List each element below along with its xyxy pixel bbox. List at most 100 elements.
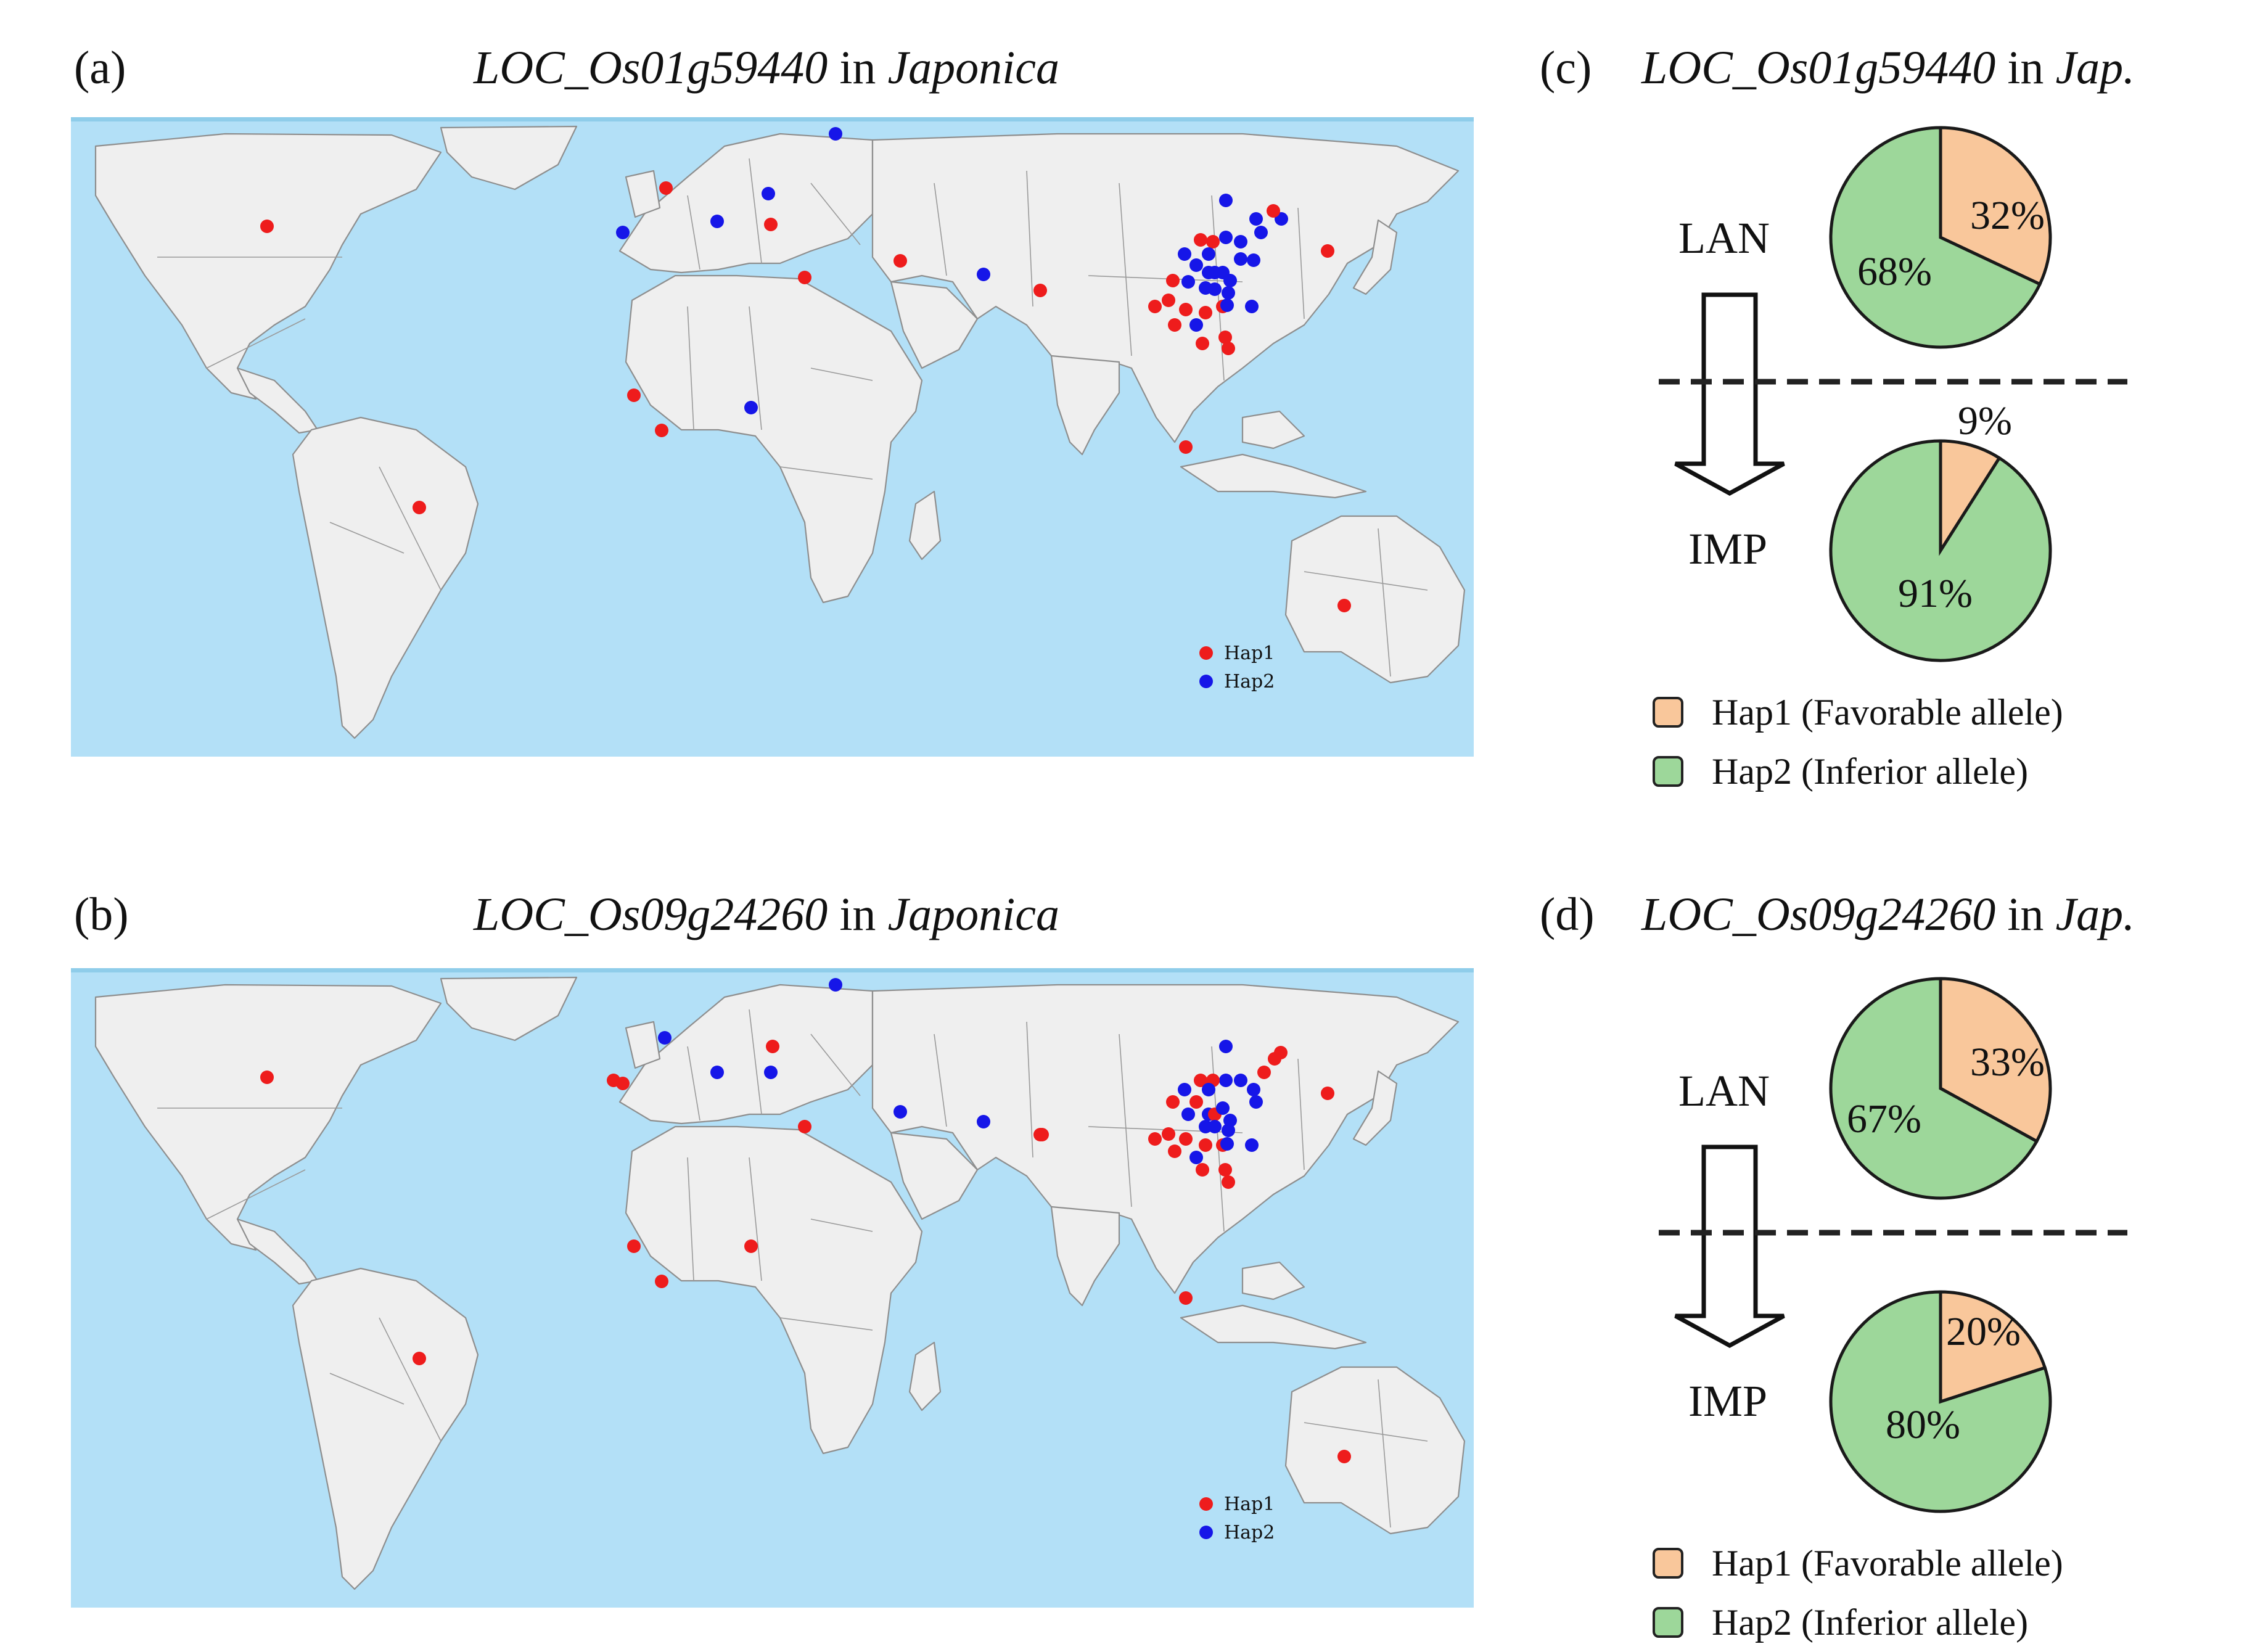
pie-d-lan-hap2-pct: 67% (1847, 1096, 1921, 1141)
panel-c-imp-label: IMP (1688, 524, 1768, 573)
hap1-accession-marker (1337, 1450, 1351, 1463)
world-map-a-svg (94, 125, 1466, 739)
panel-c-arrow-icon (1674, 292, 1785, 496)
map-b-legend-hap1: Hap1 (1224, 1493, 1275, 1515)
hap2-accession-marker (1247, 1083, 1260, 1096)
hap1-accession-marker (1199, 306, 1212, 319)
map-a-landmass-2 (236, 367, 319, 434)
hap1-accession-marker (1206, 235, 1220, 249)
hap1-accession-marker (1179, 303, 1193, 316)
hap2-accession-marker (1234, 252, 1247, 266)
map-a-border-line (687, 306, 694, 430)
map-b-border-line (1297, 1058, 1305, 1170)
panel-c-divider (1659, 379, 2127, 385)
map-b-landmass-1 (440, 976, 578, 1042)
map-a-border-line (934, 183, 947, 276)
map-a-landmass-8 (890, 281, 979, 369)
hap1-accession-marker (798, 271, 811, 284)
pie-d-imp (1829, 1290, 2052, 1513)
map-a-in: in (828, 42, 888, 94)
hap2-accession-marker (1189, 318, 1203, 332)
hap1-accession-marker (1148, 1132, 1162, 1146)
pie-c-lan-hap1-pct: 32% (1970, 193, 2045, 238)
map-a-landmass-10 (1352, 219, 1398, 295)
map-a-border-line (779, 466, 873, 480)
hap2-accession-marker (1222, 1124, 1235, 1137)
hap1-dot-icon (1199, 1497, 1213, 1511)
hap1-accession-marker (1035, 1128, 1049, 1141)
hap2-accession-marker (762, 187, 775, 200)
hap2-accession-marker (1216, 1101, 1230, 1115)
hap1-accession-marker (627, 388, 641, 402)
map-a-legend: Hap1 Hap2 (1199, 639, 1275, 696)
hap1-accession-marker (1168, 1144, 1181, 1158)
hap1-accession-marker (893, 254, 907, 268)
pie-c-imp (1829, 439, 2052, 662)
pie-d-title: LOC_Os09g24260 in Jap. (1641, 891, 2135, 938)
hap2-accession-marker (1202, 1083, 1215, 1096)
panel-c-legend-hap1: Hap1 (Favorable allele) (1712, 691, 2063, 733)
map-a-group: Japonica (887, 42, 1060, 94)
map-a-landmass-5 (625, 170, 661, 218)
hap2-accession-marker (710, 215, 724, 228)
hap1-accession-marker (1189, 1095, 1203, 1109)
panel-c-lan-label: LAN (1678, 213, 1770, 263)
pie-c-lan-hap2-pct: 68% (1857, 249, 1932, 294)
hap1-accession-marker (1166, 274, 1180, 287)
map-b-landmass-6 (625, 1125, 923, 1455)
hap2-accession-marker (1249, 212, 1263, 226)
map-b-border-line (934, 1034, 947, 1127)
map-b-in: in (828, 889, 888, 940)
hap1-accession-marker (1162, 1127, 1175, 1141)
world-map-a (71, 117, 1474, 757)
hap2-accession-marker (1220, 298, 1234, 312)
panel-c-label: (c) (1540, 42, 1592, 94)
map-a-landmass-6 (625, 274, 923, 604)
hap2-accession-marker (1219, 194, 1233, 207)
map-b-legend: Hap1 Hap2 (1199, 1490, 1275, 1547)
map-b-legend-hap2: Hap2 (1224, 1521, 1275, 1543)
map-a-border-line (810, 368, 873, 381)
hap1-accession-marker (1267, 204, 1280, 218)
hap2-accession-marker (744, 401, 758, 414)
map-a-title: LOC_Os01g59440 in Japonica (474, 44, 1059, 91)
hap2-accession-marker (1247, 253, 1260, 267)
hap2-accession-marker (1223, 274, 1237, 287)
hap1-accession-marker (764, 218, 778, 231)
hap2-accession-marker (1245, 300, 1259, 313)
pie-slice-hap2 (1829, 1290, 2052, 1513)
map-b-border-line (1378, 1379, 1391, 1528)
map-a-border-line (687, 195, 700, 270)
hap2-accession-marker (710, 1066, 724, 1079)
map-a-legend-hap1: Hap1 (1224, 642, 1275, 664)
map-a-border-line (1297, 207, 1305, 319)
map-b-border-line (687, 1046, 700, 1121)
pie-slice-hap1 (1939, 1290, 2047, 1404)
hap2-accession-marker (1181, 1107, 1195, 1121)
hap1-accession-marker (1257, 1066, 1271, 1079)
hap2-accession-marker (1208, 1120, 1222, 1133)
map-a-gene: LOC_Os01g59440 (474, 42, 828, 94)
hap2-accession-marker (1208, 282, 1222, 296)
pie-c-lan (1829, 126, 2052, 349)
hap1-accession-marker (1168, 318, 1181, 332)
hap1-accession-marker (1033, 284, 1047, 297)
map-b-border-line (779, 1317, 873, 1331)
hap2-accession-marker (1189, 1151, 1203, 1164)
hap1-accession-marker (744, 1239, 758, 1253)
map-b-border-line (1119, 1034, 1132, 1207)
inferior-swatch-icon (1653, 1607, 1683, 1638)
pie-d-lan-hap1-pct: 33% (1970, 1040, 2045, 1085)
map-b-landmass-4 (618, 984, 874, 1125)
hap2-accession-marker (1234, 1074, 1247, 1087)
pie-c-gene: LOC_Os01g59440 (1641, 42, 1996, 94)
pie-c-imp-hap1-pct: 9% (1958, 398, 2012, 443)
pie-d-imp-hap2-pct: 80% (1886, 1402, 1960, 1447)
hap2-accession-marker (1245, 1138, 1259, 1152)
map-b-border-line (687, 1157, 694, 1281)
hap2-accession-marker (1178, 247, 1191, 261)
hap2-accession-marker (1220, 1137, 1234, 1151)
hap1-accession-marker (1166, 1095, 1180, 1109)
hap1-accession-marker (627, 1239, 641, 1253)
hap1-accession-marker (1179, 1132, 1193, 1146)
